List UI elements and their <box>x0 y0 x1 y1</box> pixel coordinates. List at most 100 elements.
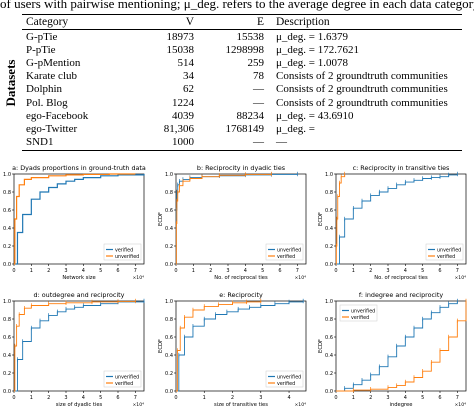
row-v: 81,306 <box>163 122 194 135</box>
series-line-verified <box>14 174 145 265</box>
x-tick-label: 3 <box>259 395 262 401</box>
y-tick-label: 1.0 <box>3 172 11 178</box>
row-description: — <box>276 135 287 148</box>
header-v: V <box>185 16 194 28</box>
y-tick-label: 1.0 <box>325 172 333 178</box>
header-e: E <box>256 16 264 28</box>
legend-entry: unverified <box>115 374 139 380</box>
chart-panel-1: b: Reciprocity in dyadic ties 0.0 0.2 0.4 0.… <box>158 164 307 281</box>
x-tick-label: 5 <box>261 268 264 274</box>
row-category: Pol. Blog <box>26 96 68 109</box>
series-line-unverified <box>14 173 136 265</box>
y-tick-label: 0.6 <box>165 208 173 214</box>
y-tick-label: 0.0 <box>3 262 11 268</box>
y-axis-label: ECDF <box>318 212 324 226</box>
legend-entry: verified <box>277 381 295 387</box>
y-tick-label: 0.2 <box>325 244 333 250</box>
row-e: — <box>253 96 264 109</box>
x-tick-label: 4 <box>244 268 247 274</box>
row-category: SND1 <box>26 135 54 148</box>
row-description: μ_deg. = 1.0078 <box>276 57 348 70</box>
legend-entry: verified <box>277 254 295 260</box>
y-axis-label: ECDF <box>0 339 2 353</box>
x-tick-label: 4 <box>82 268 85 274</box>
legend-entry: verified <box>437 254 455 260</box>
y-tick-label: 0.4 <box>325 226 333 232</box>
y-tick-label: 0.2 <box>3 244 11 250</box>
x-tick-label: 6 <box>116 395 119 401</box>
x-axis-label: size of transitive ties <box>214 402 268 408</box>
plot-frame <box>175 300 307 392</box>
y-tick-label: 1.0 <box>3 299 11 305</box>
table-header-rule <box>22 29 462 30</box>
x-exponent: ×10⁴ <box>454 402 466 408</box>
y-tick-label: 0.4 <box>165 353 173 359</box>
row-v: 62 <box>183 83 194 96</box>
y-tick-label: 0.0 <box>3 389 11 395</box>
y-tick-label: 0.8 <box>165 317 173 323</box>
x-tick-label: 6 <box>116 268 119 274</box>
x-tick-label: 7 <box>296 268 299 274</box>
legend-entry: verified <box>115 381 133 387</box>
x-exponent: ×10⁴ <box>132 402 144 408</box>
chart-title: e: Reciprocity <box>219 291 263 299</box>
y-tick-label: 0.4 <box>165 226 173 232</box>
y-tick-label: 0.2 <box>165 244 173 250</box>
y-tick-label: 0.8 <box>325 190 333 196</box>
legend-box <box>339 304 378 322</box>
x-axis-label: indegree <box>390 402 413 408</box>
row-description: μ_deg. = 1.6379 <box>276 31 348 43</box>
row-e: — <box>253 135 264 148</box>
datasets-table: Category V E Description Datasets G-pTie… <box>0 12 474 152</box>
row-v: 1224 <box>172 96 194 109</box>
x-tick-label: 1 <box>203 395 206 401</box>
row-e: 15538 <box>236 31 265 43</box>
chart-title: d: outdegree and reciprocity <box>34 291 125 299</box>
chart-title: b: Reciprocity in dyadic ties <box>197 164 286 172</box>
y-tick-label: 0.0 <box>165 262 173 268</box>
x-tick-label: 5 <box>421 268 424 274</box>
y-tick-label: 0.8 <box>165 190 173 196</box>
x-tick-label: 1 <box>352 268 355 274</box>
legend-box <box>425 243 464 261</box>
x-axis-label: No. of reciprocal ties <box>214 275 268 281</box>
chart-panel-3: d: outdegree and reciprocity 0.0 0.2 0.4 0.6… <box>0 291 145 408</box>
x-tick-label: 0 <box>12 395 15 401</box>
series-line-verified <box>335 174 346 265</box>
legend-box <box>103 370 142 388</box>
x-exponent: ×10⁴ <box>132 275 144 281</box>
row-v: 4039 <box>172 109 194 122</box>
x-exponent: ×10⁴ <box>294 402 306 408</box>
y-tick-label: 1.0 <box>325 299 333 305</box>
y-tick-label: 0.6 <box>3 208 11 214</box>
x-tick-label: 5 <box>99 395 102 401</box>
y-tick-label: 0.4 <box>325 353 333 359</box>
row-v: 15038 <box>166 44 195 57</box>
table-top-rule <box>22 14 462 15</box>
chart-panel-4: e: Reciprocity 0.0 0.2 0.4 0.6 0.8 1.0 0 1 2 3 4 ×10… <box>158 291 307 408</box>
plot-frame <box>335 300 467 392</box>
x-tick-label: 1 <box>30 268 33 274</box>
row-category: G-pTie <box>26 31 58 43</box>
legend-entry: unverified <box>277 247 301 253</box>
x-tick-label: 6 <box>438 395 441 401</box>
row-v: 18973 <box>166 31 195 43</box>
row-category: Dolphin <box>26 83 63 96</box>
x-tick-label: 0 <box>174 395 177 401</box>
plot-frame <box>335 173 467 265</box>
chart-panel-0: a: Dyads proportions in ground-truth dat… <box>0 164 146 281</box>
chart-panel-5: f: indegree and reciprocity 0.0 0.2 0.4 0.6 0… <box>318 291 467 408</box>
legend-entry: unverified <box>351 308 375 314</box>
row-e: 1768149 <box>225 122 265 135</box>
row-group-label: Datasets <box>3 59 18 107</box>
x-exponent: ×10⁴ <box>294 275 306 281</box>
x-axis-label: Network size <box>62 275 95 281</box>
x-tick-label: 3 <box>386 395 389 401</box>
header-description: Description <box>276 16 330 28</box>
x-tick-label: 0 <box>174 268 177 274</box>
y-axis-label: ECDF <box>158 339 164 353</box>
x-tick-label: 7 <box>456 395 459 401</box>
y-tick-label: 0.2 <box>165 371 173 377</box>
row-description: Consists of 2 groundtruth communities <box>276 83 448 96</box>
y-axis-label: ECDF <box>158 212 164 226</box>
